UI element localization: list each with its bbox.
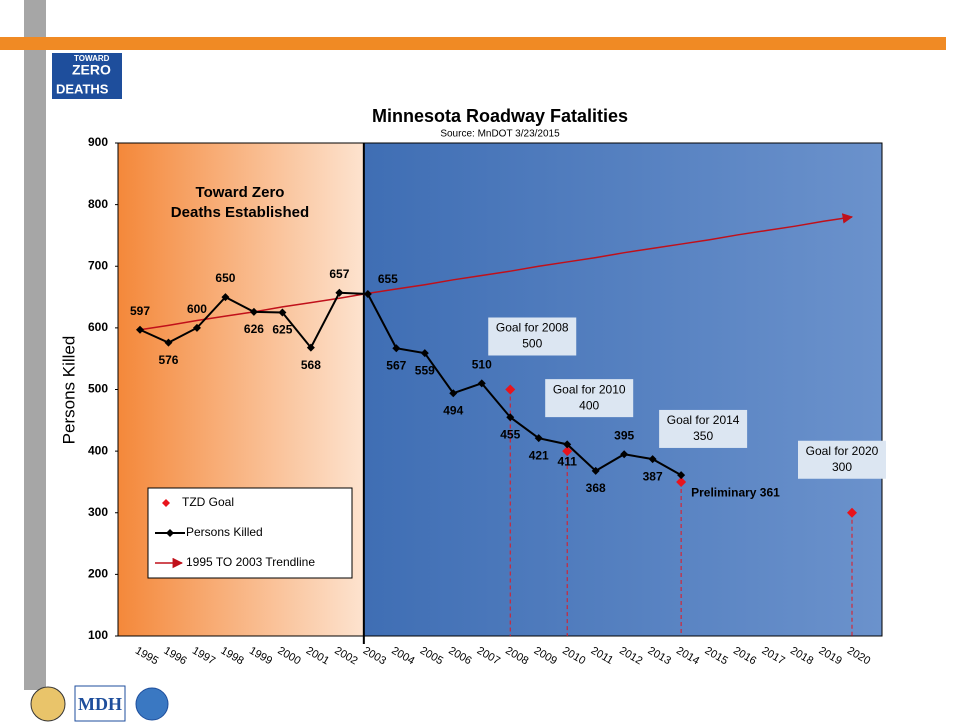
- point: [278, 308, 287, 317]
- goal-box: [798, 440, 886, 479]
- data-label: Preliminary 361: [691, 485, 780, 499]
- legend-label: Persons Killed: [186, 525, 263, 539]
- data-label: 421: [529, 448, 549, 462]
- legend-swatch: [162, 499, 170, 507]
- goal-annotation: Goal for 2020: [806, 444, 879, 458]
- data-label: 657: [329, 267, 349, 281]
- data-label: 395: [614, 428, 634, 442]
- point: [249, 307, 258, 316]
- y-tick-label: 900: [88, 135, 108, 149]
- data-label: 650: [215, 271, 235, 285]
- y-tick-label: 300: [88, 505, 108, 519]
- tzd-logo: TOWARD ZERO DEATHS: [52, 53, 122, 99]
- chart-subtitle: Source: MnDOT 3/23/2015: [440, 129, 560, 140]
- point: [477, 379, 486, 388]
- goal-annotation: Goal for 2008: [496, 321, 569, 335]
- point: [221, 293, 230, 302]
- point: [648, 455, 657, 464]
- goal-value: 400: [579, 398, 599, 412]
- data-label: 510: [472, 358, 492, 372]
- point: [306, 343, 315, 352]
- point: [192, 323, 201, 332]
- seal: [30, 686, 66, 722]
- data-label: 368: [586, 481, 606, 495]
- goal-annotation: Goal for 2014: [667, 413, 740, 427]
- region-label: Toward Zero: [196, 184, 285, 201]
- data-label: 600: [187, 302, 207, 316]
- data-label: 597: [130, 304, 150, 318]
- y-tick-label: 500: [88, 382, 108, 396]
- footer-logos: MDH: [30, 685, 169, 722]
- y-tick-label: 200: [88, 567, 108, 581]
- point: [620, 450, 629, 459]
- logo-bg: [52, 53, 122, 99]
- point: [335, 288, 344, 297]
- legend-swatch: [166, 529, 174, 537]
- point: [534, 434, 543, 443]
- point: [392, 344, 401, 353]
- point: [363, 289, 372, 298]
- point: [136, 325, 144, 334]
- goal-marker: [505, 384, 516, 395]
- data-label: 626: [244, 322, 264, 336]
- goal-box: [488, 317, 577, 356]
- goal-value: 350: [693, 429, 713, 443]
- point: [563, 440, 572, 449]
- dot-logo: [135, 687, 169, 721]
- point: [164, 338, 173, 347]
- band: [46, 50, 946, 100]
- goal-box: [659, 409, 748, 448]
- region-label: Deaths Established: [171, 204, 309, 221]
- legend-label: 1995 TO 2003 Trendline: [186, 555, 315, 569]
- point: [591, 466, 600, 475]
- point: [449, 389, 458, 398]
- data-label: 625: [272, 323, 292, 337]
- y-axis-label: Persons Killed: [59, 336, 78, 445]
- goal-marker: [676, 476, 687, 487]
- data-label: 655: [378, 272, 398, 286]
- point: [677, 471, 686, 480]
- point: [506, 413, 515, 422]
- data-label: 568: [301, 358, 321, 372]
- top-bar: [0, 37, 946, 50]
- logo-text: TOWARD: [74, 54, 110, 63]
- data-label: 576: [158, 353, 178, 367]
- goal-box: [545, 379, 634, 418]
- y-tick-label: 400: [88, 443, 108, 457]
- goal-value: 500: [522, 337, 542, 351]
- logo-text: ZERO: [72, 62, 111, 78]
- data-label: 494: [443, 403, 463, 417]
- goal-annotation: Goal for 2010: [553, 382, 626, 396]
- logo-text: DEATHS: [56, 81, 109, 96]
- y-tick-label: 100: [88, 628, 108, 642]
- chart-title: Minnesota Roadway Fatalities: [372, 106, 628, 126]
- y-tick-label: 800: [88, 197, 108, 211]
- data-label: 455: [500, 427, 520, 441]
- data-label: 559: [415, 363, 435, 377]
- data-label: 567: [386, 358, 406, 372]
- point: [420, 349, 429, 358]
- mdh-text: MDH: [78, 694, 122, 714]
- y-tick-label: 600: [88, 320, 108, 334]
- legend-label: TZD Goal: [182, 495, 234, 509]
- y-tick-label: 700: [88, 258, 108, 272]
- goal-marker: [562, 446, 573, 457]
- mdh-box: [74, 685, 126, 722]
- goal-value: 300: [832, 460, 852, 474]
- fatality-line: [139, 291, 682, 477]
- data-label: 411: [558, 455, 578, 469]
- data-label: 387: [643, 469, 663, 483]
- side-bar: [24, 0, 46, 690]
- goal-marker: [847, 507, 857, 518]
